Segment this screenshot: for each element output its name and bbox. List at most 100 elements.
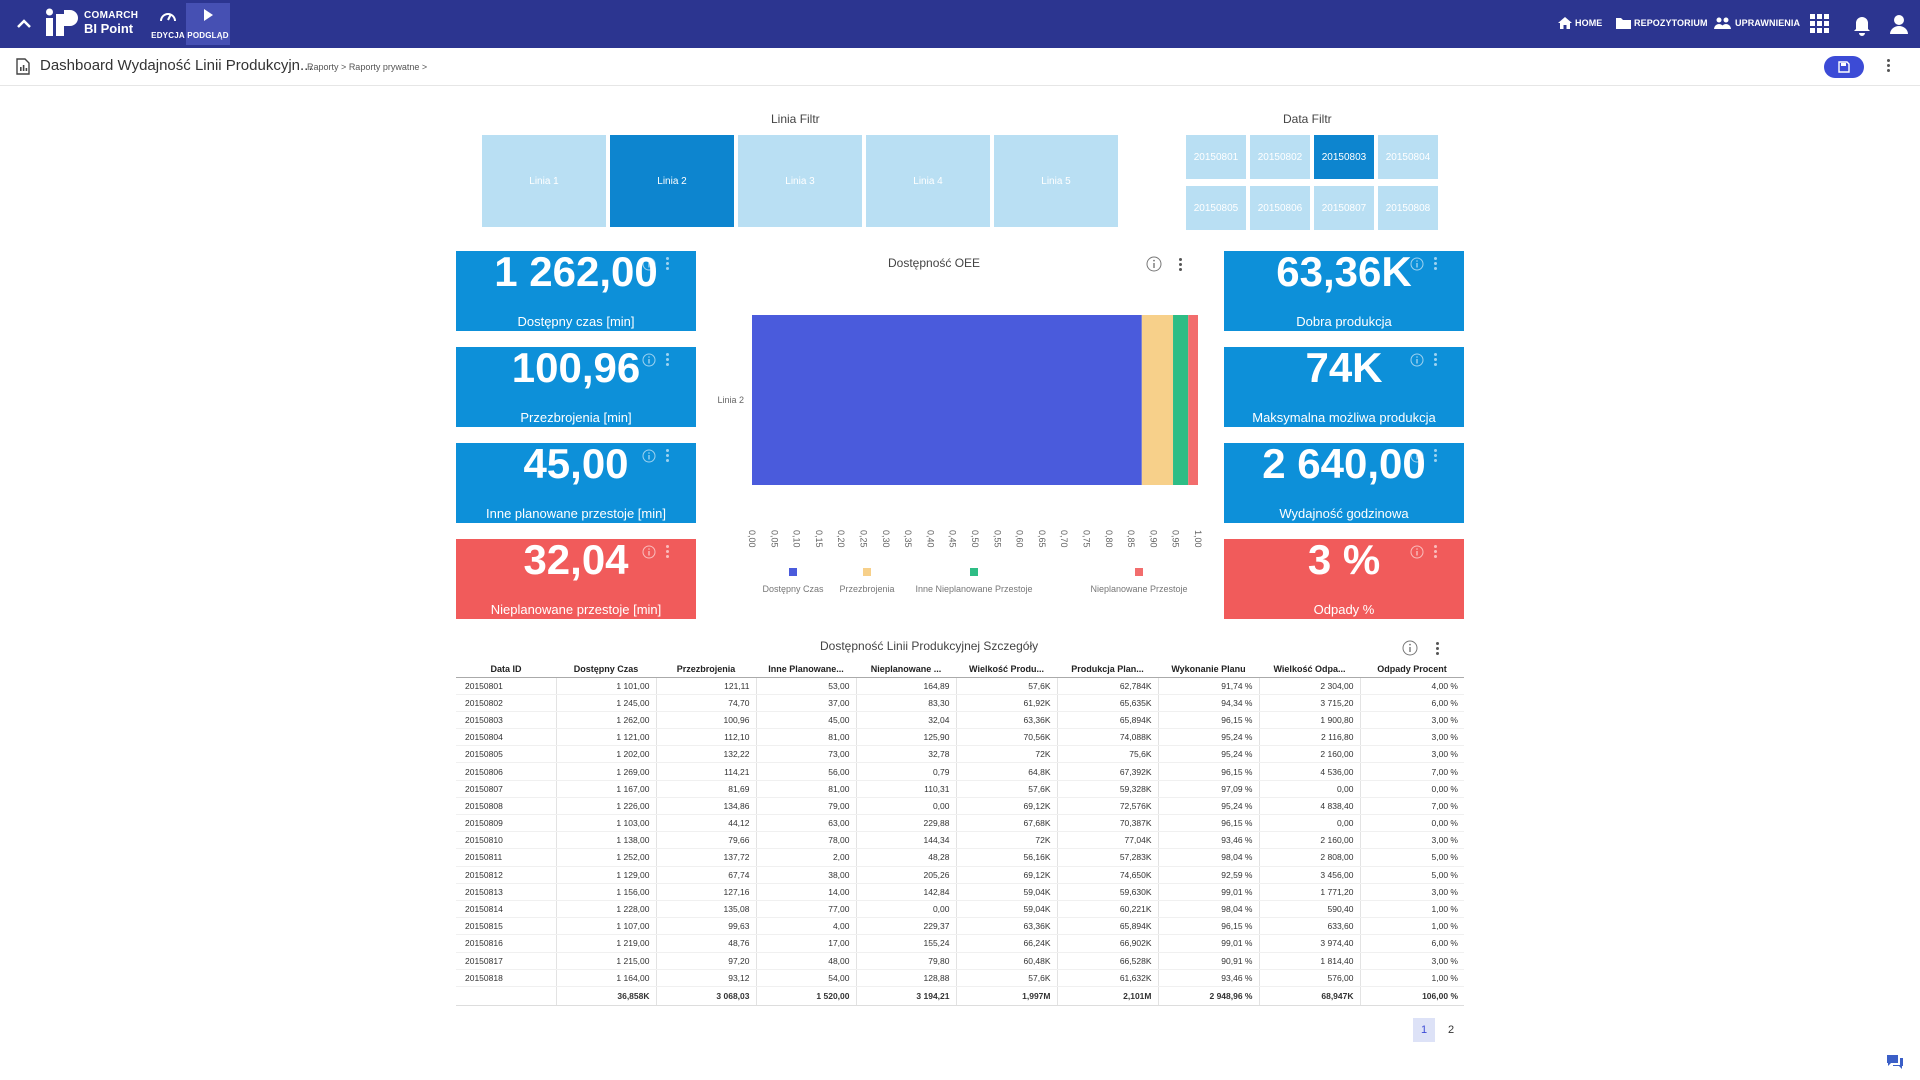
column-header[interactable]: Inne Planowane... — [756, 662, 856, 678]
table-cell: 3,00 % — [1360, 952, 1464, 970]
column-header[interactable]: Nieplanowane ... — [856, 662, 956, 678]
table-cell: 64,8K — [956, 762, 1058, 781]
table-cell: 0,00 % — [1360, 814, 1464, 833]
table-cell: 1 138,00 — [556, 831, 657, 850]
line-filter-tile-5[interactable]: Linia 5 — [994, 135, 1118, 227]
info-icon[interactable] — [1410, 449, 1424, 463]
table-row[interactable]: 20150818 1 164,00 93,12 54,00 128,88 57,6K 61,… — [456, 969, 1464, 987]
table-cell: 20150808 — [456, 797, 557, 816]
kpi-menu-icon[interactable] — [662, 447, 672, 467]
date-filter-tile[interactable]: 20150808 — [1378, 186, 1438, 230]
table-row[interactable]: 20150804 1 121,00 112,10 81,00 125,90 70,56K 7… — [456, 728, 1464, 747]
edit-mode-button[interactable]: EDYCJA — [146, 3, 190, 45]
table-cell: 20150815 — [456, 917, 557, 936]
date-filter-tile[interactable]: 20150803 — [1314, 135, 1374, 179]
date-filter-tile[interactable]: 20150806 — [1250, 186, 1310, 230]
preview-mode-button[interactable]: PODGLĄD — [186, 3, 230, 45]
info-icon[interactable] — [642, 353, 656, 367]
kpi-menu-icon[interactable] — [1430, 447, 1440, 467]
table-cell: 1 215,00 — [556, 952, 657, 970]
table-row[interactable]: 20150805 1 202,00 132,22 73,00 32,78 72K 75,6K… — [456, 745, 1464, 764]
info-icon[interactable] — [1410, 353, 1424, 367]
table-menu-icon[interactable] — [1432, 640, 1442, 660]
line-filter-tile-4[interactable]: Linia 4 — [866, 135, 990, 227]
table-cell: 20150809 — [456, 814, 557, 833]
date-filter-tile[interactable]: 20150801 — [1186, 135, 1246, 179]
table-row[interactable]: 20150814 1 228,00 135,08 77,00 0,00 59,04K 60,… — [456, 900, 1464, 919]
total-cell: 2,101M — [1057, 985, 1159, 1006]
table-row[interactable]: 20150813 1 156,00 127,16 14,00 142,84 59,04K 5… — [456, 883, 1464, 901]
pagination-page-1[interactable]: 1 — [1413, 1018, 1435, 1042]
table-row[interactable]: 20150802 1 245,00 74,70 37,00 83,30 61,92K 65,… — [456, 694, 1464, 712]
column-header[interactable]: Data ID — [456, 662, 556, 678]
kpi-value: 2 640,00 — [1262, 440, 1426, 487]
chat-icon[interactable] — [1886, 1054, 1904, 1070]
x-tick-label: 0,20 — [836, 530, 846, 548]
table-cell: 20150803 — [456, 711, 557, 730]
column-header[interactable]: Odpady Procent — [1360, 662, 1464, 678]
table-row[interactable]: 20150816 1 219,00 48,76 17,00 155,24 66,24K 66… — [456, 934, 1464, 953]
table-row[interactable]: 20150806 1 269,00 114,21 56,00 0,79 64,8K 67,3… — [456, 762, 1464, 781]
chart-info-icon[interactable] — [1146, 256, 1162, 272]
save-button[interactable] — [1824, 56, 1864, 78]
bell-icon[interactable] — [1851, 15, 1873, 37]
line-filter-tile-1[interactable]: Linia 1 — [482, 135, 606, 227]
chart-menu-icon[interactable] — [1175, 256, 1185, 276]
table-row[interactable]: 20150815 1 107,00 99,63 4,00 229,37 63,36K 65,… — [456, 917, 1464, 936]
table-row[interactable]: 20150801 1 101,00 121,11 53,00 164,89 57,6K 62… — [456, 677, 1464, 695]
table-cell: 20150813 — [456, 883, 557, 901]
oee-availability-chart: Linia 2 0,00 0,05 0,10 0,15 0,20 0,25 0,30 0,35 0… — [717, 315, 1203, 594]
kpi-menu-icon[interactable] — [662, 255, 672, 275]
column-header[interactable]: Wielkość Odpa... — [1259, 662, 1360, 678]
nav-repository[interactable]: REPOZYTORIUM — [1616, 17, 1708, 29]
table-info-icon[interactable] — [1402, 640, 1418, 656]
kpi-menu-icon[interactable] — [1430, 543, 1440, 563]
pagination-page-2[interactable]: 2 — [1447, 1024, 1455, 1036]
chevron-up-icon[interactable] — [12, 12, 36, 36]
date-filter-tile[interactable]: 20150807 — [1314, 186, 1374, 230]
breadcrumb-private-reports[interactable]: Raporty prywatne — [348, 62, 420, 72]
more-menu-icon[interactable] — [1883, 57, 1893, 77]
date-filter-tile[interactable]: 20150804 — [1378, 135, 1438, 179]
info-icon[interactable] — [1410, 257, 1424, 271]
table-row[interactable]: 20150809 1 103,00 44,12 63,00 229,88 67,68K 70… — [456, 814, 1464, 833]
info-icon[interactable] — [1410, 545, 1424, 559]
date-filter-tile[interactable]: 20150805 — [1186, 186, 1246, 230]
nav-home[interactable]: HOME — [1558, 17, 1602, 29]
table-row[interactable]: 20150810 1 138,00 79,66 78,00 144,34 72K 77,04… — [456, 831, 1464, 850]
table-cell: 81,00 — [756, 780, 857, 798]
line-filter-tile-2[interactable]: Linia 2 — [610, 135, 734, 227]
column-header[interactable]: Wielkość Produ... — [956, 662, 1057, 678]
table-row[interactable]: 20150807 1 167,00 81,69 81,00 110,31 57,6K 59,… — [456, 780, 1464, 798]
table-cell: 74,70 — [656, 694, 757, 712]
breadcrumb-reports[interactable]: Raporty — [307, 62, 339, 72]
date-filter-tile[interactable]: 20150802 — [1250, 135, 1310, 179]
home-icon — [1558, 17, 1572, 29]
table-cell: 93,46 % — [1158, 831, 1260, 850]
column-header[interactable]: Dostępny Czas — [556, 662, 656, 678]
table-row[interactable]: 20150812 1 129,00 67,74 38,00 205,26 69,12K 74… — [456, 866, 1464, 884]
info-icon[interactable] — [642, 545, 656, 559]
user-icon[interactable] — [1888, 13, 1910, 35]
column-header[interactable]: Produkcja Plan... — [1057, 662, 1158, 678]
nav-permissions[interactable]: UPRAWNIENIA — [1714, 17, 1800, 29]
table-row[interactable]: 20150817 1 215,00 97,20 48,00 79,80 60,48K 66,… — [456, 952, 1464, 970]
kpi-menu-icon[interactable] — [1430, 255, 1440, 275]
x-tick-label: 1,00 — [1193, 530, 1203, 548]
line-filter-tile-3[interactable]: Linia 3 — [738, 135, 862, 227]
kpi-value: 63,36K — [1276, 248, 1412, 295]
table-row[interactable]: 20150811 1 252,00 137,72 2,00 48,28 56,16K 57,… — [456, 848, 1464, 867]
apps-grid-icon[interactable] — [1809, 13, 1831, 35]
table-cell: 20150804 — [456, 728, 557, 747]
column-header[interactable]: Przezbrojenia — [656, 662, 756, 678]
info-icon[interactable] — [642, 257, 656, 271]
kpi-menu-icon[interactable] — [662, 543, 672, 563]
table-cell: 48,28 — [856, 848, 957, 867]
kpi-menu-icon[interactable] — [1430, 351, 1440, 371]
column-header[interactable]: Wykonanie Planu — [1158, 662, 1259, 678]
kpi-label: Maksymalna możliwa produkcja — [1252, 410, 1436, 425]
table-row[interactable]: 20150808 1 226,00 134,86 79,00 0,00 69,12K 72,… — [456, 797, 1464, 816]
table-row[interactable]: 20150803 1 262,00 100,96 45,00 32,04 63,36K 65… — [456, 711, 1464, 730]
info-icon[interactable] — [642, 449, 656, 463]
kpi-menu-icon[interactable] — [662, 351, 672, 371]
